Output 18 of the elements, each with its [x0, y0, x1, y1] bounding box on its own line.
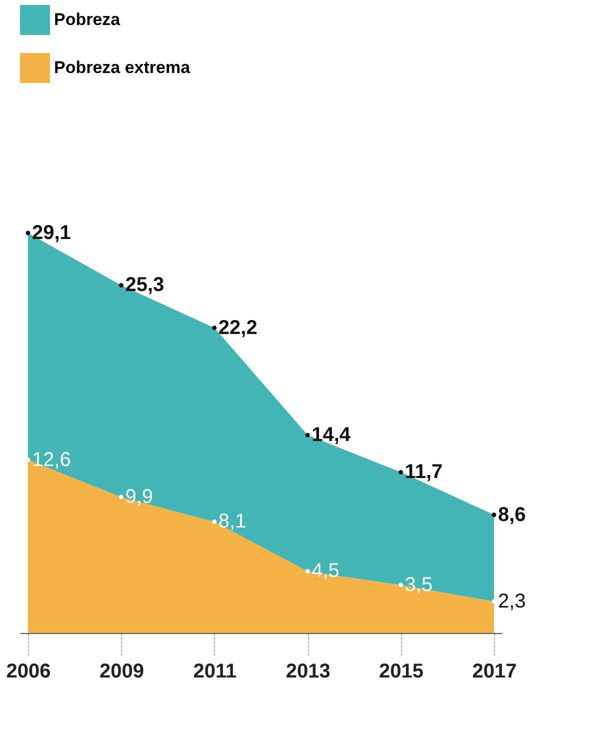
data-label: 25,3: [125, 274, 164, 296]
x-tick-label: 2015: [379, 660, 424, 682]
data-label: 8,6: [498, 504, 526, 526]
data-label: 12,6: [32, 448, 71, 471]
data-label: 29,1: [32, 222, 71, 244]
data-label: 14,4: [312, 424, 352, 446]
x-tick-label: 2013: [286, 660, 330, 682]
legend-label: Pobreza: [54, 10, 121, 29]
data-label: 11,7: [404, 461, 443, 484]
x-tick-label: 2006: [6, 660, 51, 682]
data-label: 8,1: [218, 510, 246, 533]
x-tick-label: 2011: [193, 660, 237, 682]
data-label: 22,2: [218, 316, 258, 339]
x-tick-label: 2009: [99, 660, 144, 682]
data-label: 9,9: [125, 486, 154, 508]
x-tick-label: 2017: [472, 660, 517, 682]
legend-label: Pobreza extrema: [54, 58, 191, 77]
data-label: 2,3: [498, 590, 526, 612]
